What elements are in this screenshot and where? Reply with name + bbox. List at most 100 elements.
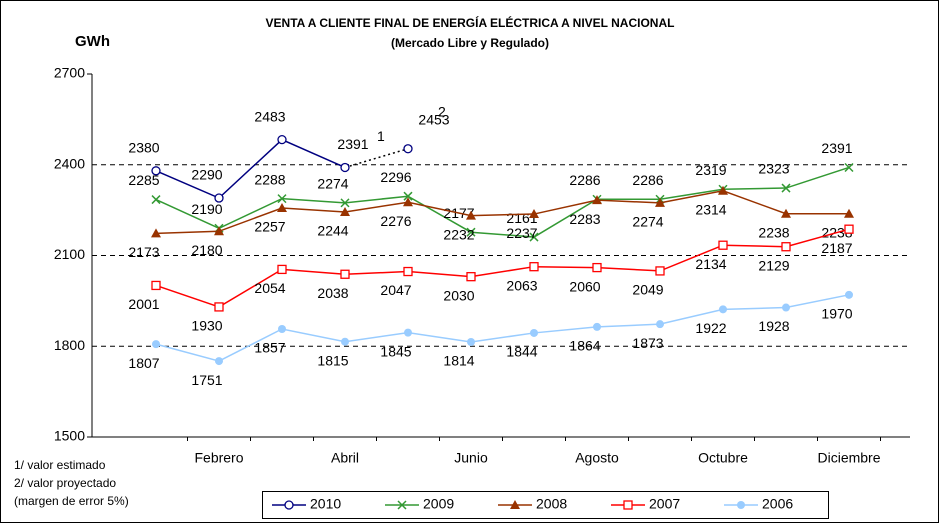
series-line bbox=[155, 294, 850, 362]
data-label: 2319 bbox=[695, 162, 726, 178]
data-label: 2285 bbox=[128, 172, 159, 188]
marker bbox=[593, 322, 601, 331]
data-label: 2049 bbox=[632, 282, 663, 298]
data-label: 2244 bbox=[317, 223, 348, 239]
data-label: 1814 bbox=[443, 353, 474, 369]
data-label: 2232 bbox=[443, 226, 474, 242]
series-line bbox=[155, 189, 849, 235]
series-line bbox=[155, 228, 850, 308]
marker bbox=[277, 203, 287, 213]
data-label: 2187 bbox=[821, 240, 852, 256]
y-tick-label: 2400 bbox=[54, 155, 85, 171]
legend-marker bbox=[737, 501, 745, 509]
marker bbox=[403, 191, 413, 201]
marker bbox=[529, 209, 539, 219]
data-label: 1844 bbox=[506, 344, 537, 360]
data-label: 1845 bbox=[380, 343, 411, 359]
data-label: 2030 bbox=[443, 287, 474, 303]
marker bbox=[403, 197, 413, 207]
data-label: 2257 bbox=[254, 219, 285, 235]
data-label: 1815 bbox=[317, 352, 348, 368]
legend-label: 2007 bbox=[649, 496, 680, 512]
series-line bbox=[155, 166, 850, 238]
marker bbox=[844, 224, 854, 234]
data-label: 1922 bbox=[695, 320, 726, 336]
annotation: 2 bbox=[438, 103, 446, 119]
marker bbox=[592, 195, 602, 205]
marker bbox=[782, 303, 790, 312]
marker bbox=[151, 228, 161, 238]
data-label: 2274 bbox=[632, 214, 663, 230]
data-label: 1970 bbox=[821, 306, 852, 322]
marker bbox=[530, 328, 538, 337]
data-label: 2134 bbox=[695, 256, 726, 272]
data-label: 2060 bbox=[569, 278, 600, 294]
marker bbox=[718, 185, 728, 195]
data-label: 1751 bbox=[191, 372, 222, 388]
marker bbox=[404, 328, 412, 337]
data-label: 1857 bbox=[254, 340, 285, 356]
marker bbox=[340, 206, 350, 216]
marker bbox=[341, 337, 349, 346]
data-label: 2180 bbox=[191, 242, 222, 258]
x-tick-label: Octubre bbox=[698, 450, 748, 466]
data-label: 1864 bbox=[569, 338, 600, 354]
series-line bbox=[155, 138, 346, 199]
marker bbox=[151, 280, 161, 291]
marker bbox=[719, 305, 727, 314]
x-tick-label: Agosto bbox=[575, 450, 619, 466]
y-tick-label: 1800 bbox=[54, 337, 85, 353]
legend-label: 2006 bbox=[762, 496, 793, 512]
marker bbox=[467, 338, 475, 347]
note: (margen de error 5%) bbox=[14, 494, 129, 508]
data-label: 2483 bbox=[254, 108, 285, 124]
annotation: 1 bbox=[377, 128, 385, 144]
legend-marker bbox=[510, 500, 520, 509]
data-label: 2286 bbox=[632, 172, 663, 188]
data-label: 2237 bbox=[506, 225, 537, 241]
marker bbox=[340, 269, 350, 279]
data-label: 1873 bbox=[632, 335, 663, 351]
marker bbox=[277, 264, 287, 275]
data-label: 1807 bbox=[128, 355, 159, 371]
marker bbox=[781, 242, 791, 252]
legend-marker bbox=[284, 500, 294, 510]
data-label: 2001 bbox=[128, 296, 159, 312]
data-label: 2391 bbox=[337, 136, 368, 152]
legend-label: 2008 bbox=[536, 496, 567, 512]
x-tick-label: Junio bbox=[454, 450, 488, 466]
data-label: 2380 bbox=[128, 140, 159, 156]
y-tick-label: 2700 bbox=[54, 65, 85, 81]
legend-label: 2009 bbox=[423, 496, 454, 512]
marker bbox=[277, 194, 287, 204]
marker bbox=[214, 226, 224, 236]
y-axis-label: GWh bbox=[75, 33, 110, 50]
marker bbox=[844, 208, 854, 218]
marker bbox=[655, 197, 665, 207]
marker bbox=[844, 162, 854, 173]
x-tick-label: Abril bbox=[331, 450, 359, 466]
marker bbox=[655, 266, 665, 276]
note: 2/ valor proyectado bbox=[14, 476, 116, 490]
marker bbox=[592, 262, 602, 273]
marker bbox=[466, 272, 476, 282]
marker bbox=[215, 357, 223, 366]
data-label: 2173 bbox=[128, 244, 159, 260]
marker bbox=[466, 210, 476, 220]
data-label: 2274 bbox=[317, 176, 348, 192]
marker bbox=[781, 183, 791, 193]
chart-title: VENTA A CLIENTE FINAL DE ENERGÍA ELÉCTRI… bbox=[266, 15, 675, 30]
data-label: 2129 bbox=[758, 257, 789, 273]
legend-marker bbox=[397, 500, 407, 510]
marker bbox=[214, 193, 224, 203]
marker bbox=[529, 262, 539, 272]
x-tick-label: Diciembre bbox=[817, 450, 880, 466]
series-line-projected bbox=[344, 147, 409, 169]
marker bbox=[781, 208, 791, 218]
data-label: 2323 bbox=[758, 161, 789, 177]
marker bbox=[277, 134, 287, 145]
y-tick-label: 2100 bbox=[54, 246, 85, 262]
note: 1/ valor estimado bbox=[14, 458, 106, 472]
data-label: 2238 bbox=[758, 224, 789, 240]
